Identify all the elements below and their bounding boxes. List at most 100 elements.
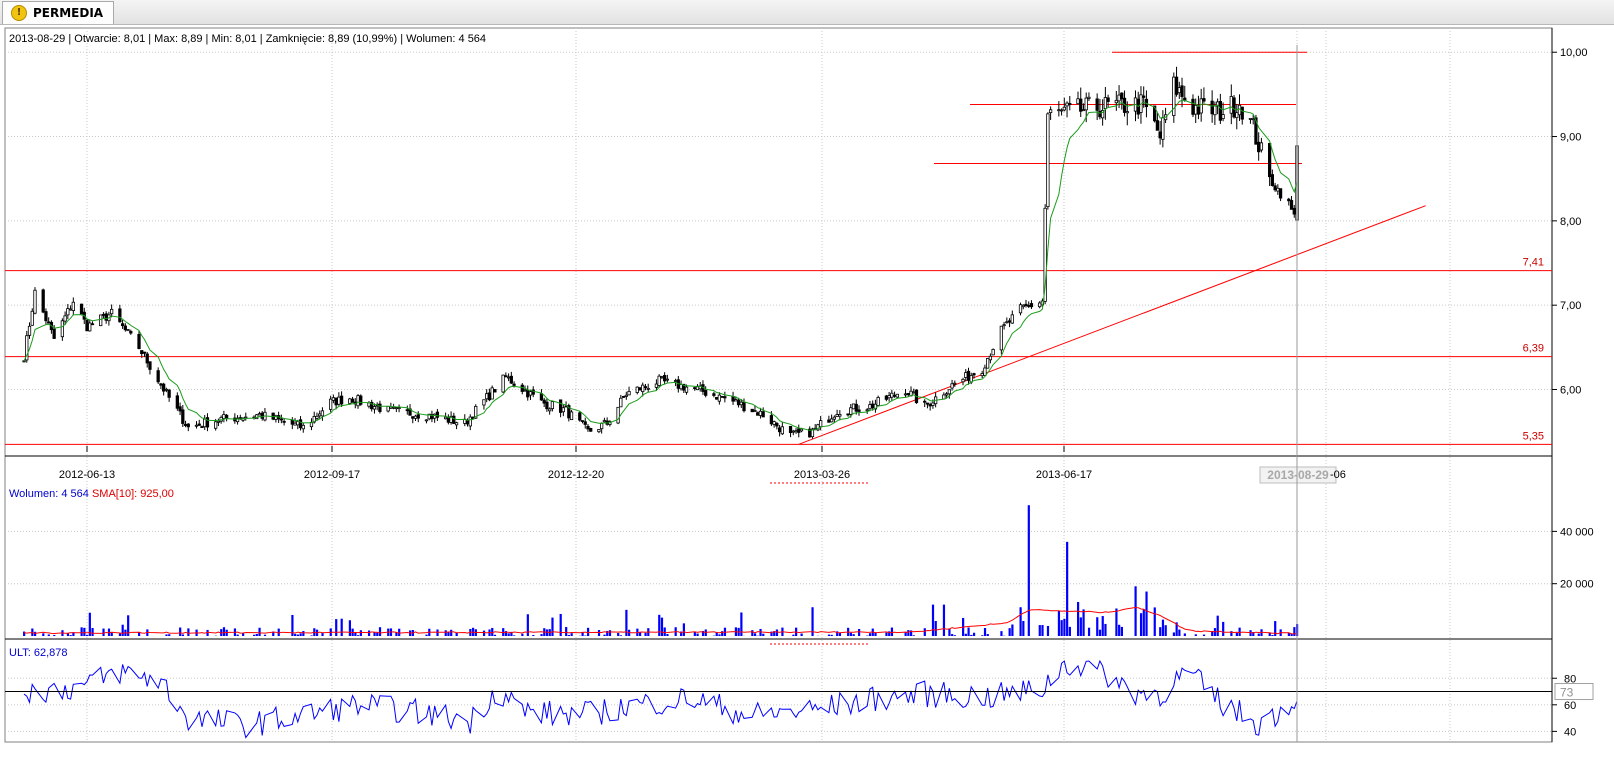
volume-bar	[792, 634, 795, 636]
tab-permedia[interactable]: ! PERMEDIA	[2, 1, 115, 24]
volume-bar	[1038, 625, 1041, 636]
volume-bar	[953, 635, 957, 636]
candle	[761, 411, 765, 418]
candle	[129, 331, 133, 334]
candle	[397, 407, 401, 410]
volume-bar	[357, 635, 360, 636]
volume-bar	[663, 627, 666, 636]
volume-bar	[532, 635, 535, 636]
candle	[435, 411, 440, 418]
candle	[736, 399, 741, 406]
volume-bar	[179, 627, 182, 636]
candle	[296, 421, 300, 426]
candle	[339, 395, 344, 405]
candle	[356, 395, 360, 407]
candle	[140, 350, 144, 355]
candle	[654, 383, 659, 388]
candle	[1278, 188, 1283, 199]
volume-bar	[849, 632, 852, 636]
volume-bar	[1076, 602, 1080, 636]
volume-bar	[321, 633, 324, 636]
candle	[523, 389, 527, 392]
candle	[318, 413, 322, 417]
volume-bar	[504, 631, 508, 636]
volume-bar	[1211, 631, 1214, 636]
volume-bar	[931, 604, 935, 636]
candle	[641, 384, 645, 392]
volume-bar	[773, 631, 776, 636]
candle	[1018, 304, 1023, 314]
candle	[164, 388, 169, 391]
volume-bar	[1139, 613, 1143, 636]
date-tick-label: 2012-12-20	[548, 469, 604, 481]
cursor-date-label: 2013-08-29	[1267, 468, 1329, 482]
volume-bar	[118, 633, 122, 636]
volume-bar	[1027, 505, 1030, 636]
volume-bar	[242, 633, 245, 636]
volume-bar	[66, 633, 70, 636]
candle	[1229, 96, 1233, 114]
candle	[999, 325, 1003, 351]
candle	[413, 415, 418, 419]
ult-tick-label: 80	[1564, 673, 1576, 685]
volume-bar	[1096, 617, 1099, 636]
candle	[350, 398, 355, 403]
volume-bar	[740, 612, 743, 636]
volume-bar	[86, 634, 89, 636]
candle	[372, 406, 377, 410]
volume-bar	[559, 613, 562, 636]
candle	[1240, 106, 1244, 120]
volume-bar	[80, 627, 83, 636]
volume-bar	[800, 633, 803, 636]
candle	[1248, 118, 1253, 120]
volume-bar	[972, 632, 976, 636]
candle	[1106, 97, 1110, 102]
stock-chart[interactable]: 7,41 6,39 5,35 10,00 9,00 8,00 7,00 6,00 2012-…	[0, 25, 1614, 765]
volume-bar	[335, 619, 338, 636]
candle	[865, 409, 869, 412]
candle	[1024, 303, 1028, 307]
candle	[1005, 321, 1009, 324]
candle	[1076, 98, 1080, 105]
candle	[490, 387, 494, 400]
candle	[1210, 100, 1214, 115]
candle	[1087, 96, 1091, 99]
candle	[183, 423, 188, 426]
volume-bar	[340, 618, 343, 636]
date-tick-label: -06	[1330, 469, 1346, 481]
candle	[33, 289, 37, 314]
volume-bar	[608, 630, 612, 636]
grid	[5, 28, 1553, 742]
candle	[972, 373, 976, 376]
candle	[758, 410, 763, 416]
trend-line	[798, 205, 1426, 445]
price-tick-label: 7,00	[1560, 300, 1581, 312]
candle	[331, 397, 336, 401]
candle	[797, 428, 801, 433]
candle	[925, 402, 930, 405]
candle	[950, 383, 954, 389]
candle	[1287, 198, 1291, 202]
volume-bar	[378, 627, 382, 636]
volume-bar	[83, 627, 86, 636]
volume-bar	[1008, 628, 1011, 636]
candle	[980, 373, 984, 377]
ult-tick-label: 60	[1564, 700, 1576, 712]
candle	[964, 372, 968, 378]
volume-bar	[981, 635, 984, 636]
volume-bar	[770, 631, 773, 636]
candle	[197, 423, 201, 426]
volume-bar	[540, 634, 543, 636]
candle	[1120, 92, 1124, 100]
candle	[224, 414, 229, 419]
volume-bar	[23, 631, 26, 636]
volume-bar	[110, 631, 113, 636]
candle	[750, 408, 754, 413]
volume-bar	[507, 633, 510, 636]
candle	[819, 420, 823, 428]
candle	[887, 395, 891, 399]
candle	[1057, 109, 1061, 112]
candle	[739, 401, 743, 406]
volume-bar	[753, 633, 757, 636]
candle	[370, 401, 374, 410]
